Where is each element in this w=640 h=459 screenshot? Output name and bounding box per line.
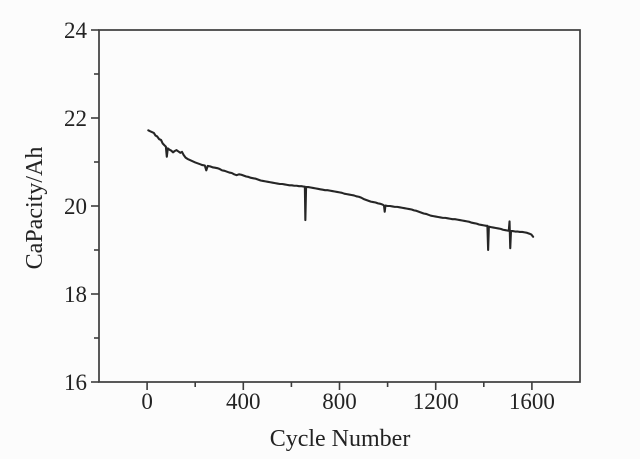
y-tick-label: 16 — [64, 370, 87, 395]
y-axis-major-ticks — [91, 29, 99, 383]
y-tick-label: 22 — [64, 106, 87, 131]
y-axis-minor-ticks — [94, 73, 99, 339]
x-axis-title: Cycle Number — [270, 426, 411, 452]
x-tick-label: 1200 — [413, 389, 459, 414]
y-tick-label: 18 — [64, 282, 87, 307]
y-axis-title: CaPacity/Ah — [22, 147, 48, 270]
y-tick-label: 20 — [64, 194, 87, 219]
x-tick-label: 400 — [226, 389, 261, 414]
x-tick-label: 0 — [141, 389, 153, 414]
x-axis-tick-labels: 0 400 800 1200 1600 — [141, 389, 555, 414]
capacity-series-line — [147, 129, 535, 252]
x-axis-major-ticks — [146, 382, 533, 390]
plot-area-border — [98, 29, 581, 383]
x-axis-minor-ticks — [194, 382, 485, 387]
y-axis-tick-labels: 16 18 20 22 24 — [64, 18, 88, 395]
y-tick-label: 24 — [64, 18, 88, 43]
x-tick-label: 1600 — [509, 389, 555, 414]
x-tick-label: 800 — [322, 389, 357, 414]
